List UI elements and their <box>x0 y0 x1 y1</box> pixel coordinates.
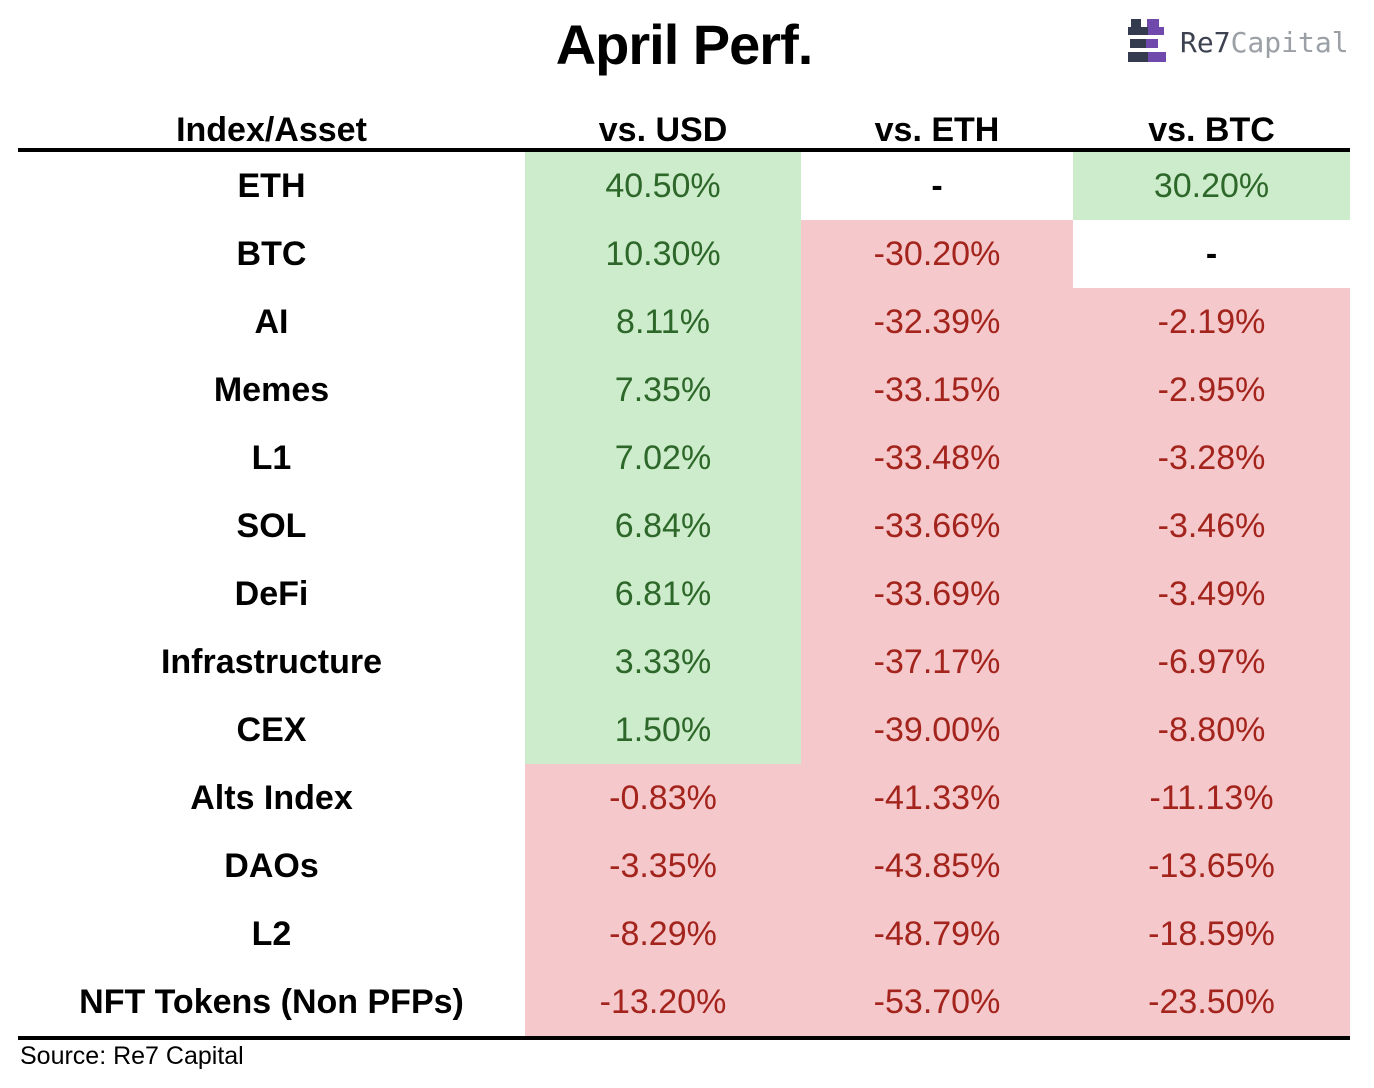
header-cell-3: vs. BTC <box>1148 111 1275 149</box>
asset-label: ETH <box>18 152 525 220</box>
asset-label: Infrastructure <box>18 628 525 696</box>
value-cell: -3.35% <box>525 832 801 900</box>
page-title: April Perf. <box>555 13 814 76</box>
value-cell: -3.49% <box>1073 560 1350 628</box>
table-body: ETH 40.50% -30.20% BTC 10.30% -30.20% - AI 8.11%… <box>18 152 1350 1040</box>
value-cell: 3.33% <box>525 628 801 696</box>
value-cell: -43.85% <box>801 832 1073 900</box>
table-header-row: Index/Asset vs. USD vs. ETH vs. BTC <box>18 96 1350 152</box>
value-cell: -11.13% <box>1073 764 1350 832</box>
value-cell: -8.80% <box>1073 696 1350 764</box>
table-row: SOL 6.84% -33.66% -3.46% <box>18 492 1350 560</box>
table-row: CEX 1.50% -39.00% -8.80% <box>18 696 1350 764</box>
table-row: NFT Tokens (Non PFPs) -13.20% -53.70% -23.5… <box>18 968 1350 1036</box>
value-cell: -37.17% <box>801 628 1073 696</box>
table-row: ETH 40.50% -30.20% <box>18 152 1350 220</box>
value-cell: -48.79% <box>801 900 1073 968</box>
value-cell: 1.50% <box>525 696 801 764</box>
value-cell: -32.39% <box>801 288 1073 356</box>
value-cell: -30.20% <box>801 220 1073 288</box>
value-cell: -23.50% <box>1073 968 1350 1036</box>
value-cell: -13.20% <box>525 968 801 1036</box>
value-cell: -3.28% <box>1073 424 1350 492</box>
table-row: L2 -8.29% -48.79% -18.59% <box>18 900 1350 968</box>
value-cell: -33.66% <box>801 492 1073 560</box>
source-note: Source: Re7 Capital <box>20 1042 244 1070</box>
value-cell: 40.50% <box>525 152 801 220</box>
rook-castle-icon <box>1128 19 1166 62</box>
value-cell: -53.70% <box>801 968 1073 1036</box>
value-cell: 6.84% <box>525 492 801 560</box>
table-row: DAOs -3.35% -43.85% -13.65% <box>18 832 1350 900</box>
asset-label: L2 <box>18 900 525 968</box>
asset-label: CEX <box>18 696 525 764</box>
asset-label: NFT Tokens (Non PFPs) <box>18 968 525 1036</box>
value-cell: - <box>1073 220 1350 288</box>
value-cell: -33.15% <box>801 356 1073 424</box>
value-cell: 7.02% <box>525 424 801 492</box>
asset-label: SOL <box>18 492 525 560</box>
table-row: Memes 7.35% -33.15% -2.95% <box>18 356 1350 424</box>
value-cell: - <box>801 152 1073 220</box>
header-cell-1: vs. USD <box>598 111 728 149</box>
value-cell: -8.29% <box>525 900 801 968</box>
value-cell: 8.11% <box>525 288 801 356</box>
logo-text: Re7Capital <box>1180 26 1349 59</box>
header-cell-2: vs. ETH <box>874 111 1000 149</box>
re7-capital-logo: Re7Capital <box>1128 18 1349 66</box>
value-cell: -2.95% <box>1073 356 1350 424</box>
value-cell: -18.59% <box>1073 900 1350 968</box>
value-cell: -13.65% <box>1073 832 1350 900</box>
table-row: DeFi 6.81% -33.69% -3.49% <box>18 560 1350 628</box>
header-cell-0: Index/Asset <box>176 111 367 149</box>
value-cell: 30.20% <box>1073 152 1350 220</box>
value-cell: 7.35% <box>525 356 801 424</box>
asset-label: L1 <box>18 424 525 492</box>
value-cell: -2.19% <box>1073 288 1350 356</box>
value-cell: -33.69% <box>801 560 1073 628</box>
logo-text-primary: Re7 <box>1180 25 1231 59</box>
value-cell: -0.83% <box>525 764 801 832</box>
table-row: L1 7.02% -33.48% -3.28% <box>18 424 1350 492</box>
asset-label: Alts Index <box>18 764 525 832</box>
performance-table: Index/Asset vs. USD vs. ETH vs. BTC ETH 40.5… <box>18 96 1350 1040</box>
table-row: AI 8.11% -32.39% -2.19% <box>18 288 1350 356</box>
asset-label: DeFi <box>18 560 525 628</box>
value-cell: -6.97% <box>1073 628 1350 696</box>
asset-label: Memes <box>18 356 525 424</box>
asset-label: DAOs <box>18 832 525 900</box>
value-cell: -41.33% <box>801 764 1073 832</box>
table-row: Infrastructure 3.33% -37.17% -6.97% <box>18 628 1350 696</box>
value-cell: -33.48% <box>801 424 1073 492</box>
table-row: Alts Index -0.83% -41.33% -11.13% <box>18 764 1350 832</box>
value-cell: -3.46% <box>1073 492 1350 560</box>
value-cell: 10.30% <box>525 220 801 288</box>
table-row: BTC 10.30% -30.20% - <box>18 220 1350 288</box>
asset-label: BTC <box>18 220 525 288</box>
value-cell: -39.00% <box>801 696 1073 764</box>
value-cell: 6.81% <box>525 560 801 628</box>
asset-label: AI <box>18 288 525 356</box>
logo-text-secondary: Capital <box>1230 25 1349 59</box>
